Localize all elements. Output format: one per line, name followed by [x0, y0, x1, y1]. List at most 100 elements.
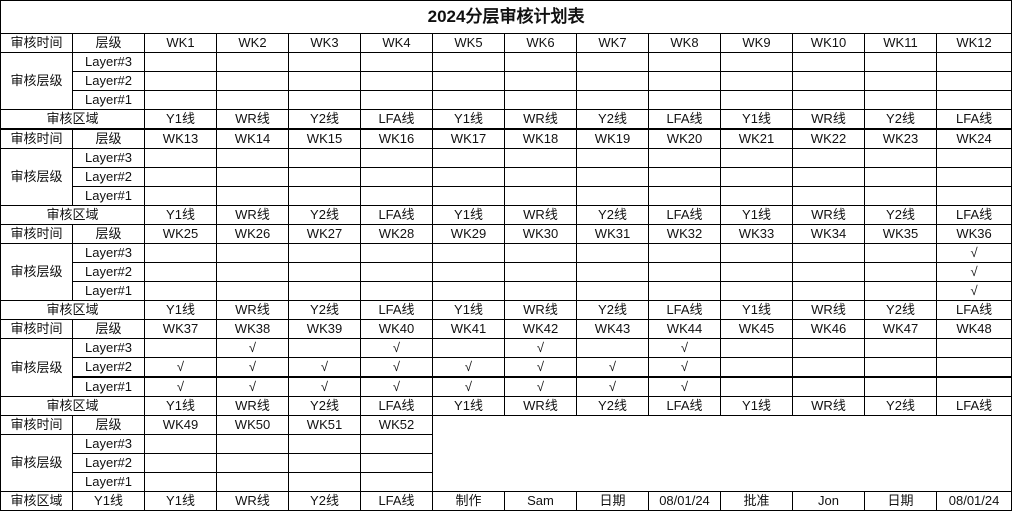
check-cell: [288, 52, 361, 72]
check-cell: [216, 90, 289, 110]
check-cell: [576, 148, 649, 168]
check-cell: [288, 90, 361, 110]
check-cell: [288, 167, 361, 187]
check-cell: √: [144, 357, 217, 378]
area-cell: WR线: [792, 396, 865, 416]
check-cell: [792, 167, 865, 187]
check-cell: [144, 90, 217, 110]
check-cell: √: [144, 376, 217, 397]
week-header: WK50: [216, 415, 289, 435]
area-cell: WR线: [504, 109, 577, 130]
week-header: WK38: [216, 319, 289, 339]
check-cell: [935, 148, 1012, 168]
check-cell: [432, 338, 505, 358]
check-cell: √: [504, 376, 577, 397]
check-cell: √: [935, 243, 1012, 263]
check-cell: [504, 71, 577, 91]
week-header: WK15: [288, 128, 361, 149]
week-header: WK44: [648, 319, 721, 339]
week-header: WK19: [576, 128, 649, 149]
check-cell: √: [360, 357, 433, 378]
check-cell: [648, 281, 721, 301]
week-header: WK18: [504, 128, 577, 149]
check-cell: [648, 71, 721, 91]
check-cell: [288, 71, 361, 91]
area-cell: Y2线: [864, 396, 937, 416]
check-cell: [432, 262, 505, 282]
date-label: 日期: [576, 491, 649, 511]
check-cell: [360, 148, 433, 168]
check-cell: [792, 357, 865, 378]
week-header: WK11: [864, 33, 937, 53]
week-header: WK13: [144, 128, 217, 149]
audit-level-label: 审核层级: [0, 338, 73, 397]
check-cell: [288, 148, 361, 168]
check-cell: [432, 148, 505, 168]
audit-level-label: 审核层级: [0, 434, 73, 492]
check-cell: [648, 148, 721, 168]
layer-row: Layer#2: [1, 453, 1012, 473]
week-header: WK35: [864, 224, 937, 244]
check-cell: [935, 338, 1012, 358]
area-cell: WR线: [216, 109, 289, 130]
check-cell: [720, 71, 793, 91]
check-cell: [935, 167, 1012, 187]
check-cell: [360, 243, 433, 263]
check-cell: [720, 281, 793, 301]
area-cell: Y2线: [576, 396, 649, 416]
check-cell: [648, 167, 721, 187]
area-cell: WR线: [216, 205, 289, 225]
layer-row: Layer#2 √: [1, 262, 1012, 282]
check-cell: [935, 90, 1012, 110]
week-header: WK40: [360, 319, 433, 339]
area-cell: Y1线: [432, 300, 505, 320]
check-cell: √: [935, 281, 1012, 301]
check-cell: [360, 52, 433, 72]
check-cell: √: [216, 357, 289, 378]
check-cell: √: [648, 357, 721, 378]
area-cell: Y1线: [144, 396, 217, 416]
check-cell: [504, 186, 577, 206]
level-label: 层级: [72, 415, 145, 435]
audit-time-label: 审核时间: [0, 33, 73, 53]
check-cell: [216, 453, 289, 473]
area-cell: LFA线: [935, 109, 1012, 130]
area-cell: LFA线: [360, 396, 433, 416]
area-cell: LFA线: [360, 491, 433, 511]
audit-level-label: 审核层级: [0, 52, 73, 110]
prepared-date: 08/01/24: [648, 491, 721, 511]
audit-area-label: 审核区域: [0, 396, 145, 416]
check-cell: [144, 472, 217, 492]
layer-label: Layer#1: [72, 90, 145, 110]
area-cell: Y2线: [864, 205, 937, 225]
area-cell: LFA线: [648, 396, 721, 416]
area-cell: Y2线: [288, 300, 361, 320]
week-header: WK43: [576, 319, 649, 339]
check-cell: √: [216, 338, 289, 358]
check-cell: [576, 186, 649, 206]
audit-area-label: 审核区域: [0, 109, 145, 130]
check-cell: [504, 52, 577, 72]
check-cell: √: [504, 357, 577, 378]
check-cell: [720, 186, 793, 206]
week-header: WK31: [576, 224, 649, 244]
check-cell: [720, 167, 793, 187]
check-cell: √: [288, 357, 361, 378]
prepared-by-label: 制作: [432, 491, 505, 511]
area-cell: LFA线: [935, 205, 1012, 225]
week-header: WK45: [720, 319, 793, 339]
area-cell: WR线: [792, 300, 865, 320]
audit-time-label: 审核时间: [0, 128, 73, 149]
week-header: WK25: [144, 224, 217, 244]
check-cell: [864, 262, 937, 282]
check-cell: [792, 186, 865, 206]
week-header: WK28: [360, 224, 433, 244]
week-header: WK29: [432, 224, 505, 244]
audit-area-row: 审核区域 Y1线 WR线 Y2线 LFA线 Y1线 WR线 Y2线 LFA线 Y1线 WR线 Y2线 L…: [0, 396, 1012, 416]
week-header: WK46: [792, 319, 865, 339]
area-cell: Y2线: [576, 205, 649, 225]
check-cell: [864, 167, 937, 187]
area-cell: LFA线: [935, 396, 1012, 416]
layer-row: Layer#2: [1, 167, 1012, 187]
check-cell: [935, 376, 1012, 397]
